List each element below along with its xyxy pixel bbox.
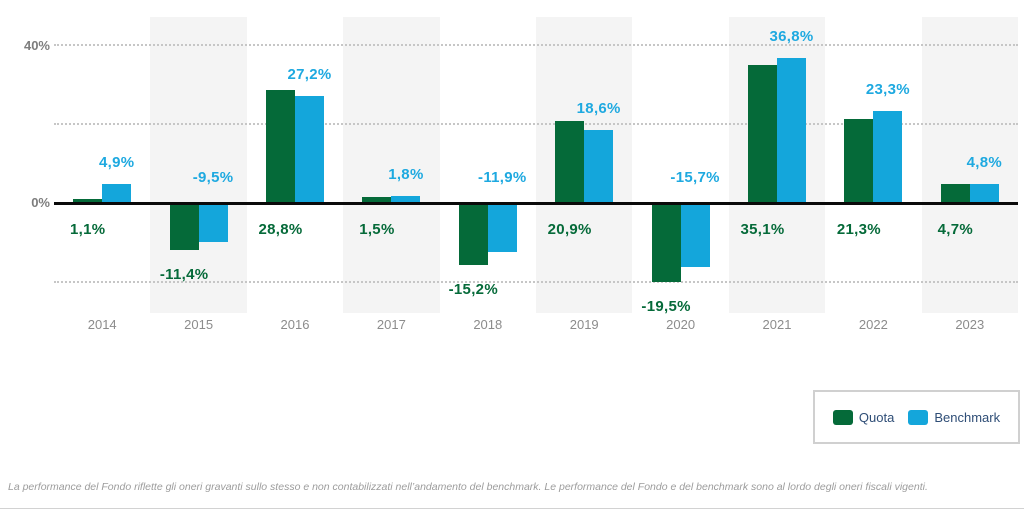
benchmark-bar-2021 <box>777 58 806 203</box>
benchmark-bar-2022 <box>873 111 903 203</box>
benchmark-value-label-2020: -15,7% <box>670 169 720 186</box>
year-band-2023 <box>921 17 1018 313</box>
benchmark-value-label-2014: 4,9% <box>98 153 135 171</box>
quota-value-label-2018: -15,2% <box>448 280 498 298</box>
quota-bar-2014 <box>73 198 103 203</box>
legend-item-quota: Quota <box>832 409 895 425</box>
quota-bar-2016 <box>266 89 295 203</box>
x-axis-label-2018: 2018 <box>473 317 503 332</box>
quota-value-label-2023: 4,7% <box>937 221 973 238</box>
quota-value-label-2014: 1,1% <box>69 221 106 238</box>
benchmark-bar-2023 <box>969 184 999 203</box>
benchmark-value-label-2018: -11,9% <box>478 169 527 186</box>
benchmark-value-label-2021: 36,8% <box>769 28 814 45</box>
legend-label-benchmark: Benchmark <box>934 409 1001 425</box>
x-axis-label-2020: 2020 <box>666 317 696 332</box>
quota-bar-2023 <box>940 184 970 203</box>
benchmark-value-label-2023: 4,8% <box>966 154 1002 172</box>
benchmark-bar-2015 <box>198 205 228 243</box>
benchmark-bar-2014 <box>102 183 132 203</box>
benchmark-bar-2019 <box>584 129 614 203</box>
gridline-40 <box>54 44 1018 47</box>
benchmark-value-label-2022: 23,3% <box>865 81 910 99</box>
quota-value-label-2019: 20,9% <box>547 221 592 238</box>
legend-swatch-benchmark-icon <box>908 409 929 425</box>
benchmark-value-label-2019: 18,6% <box>576 99 621 117</box>
x-axis-label-2017: 2017 <box>376 317 406 332</box>
quota-value-label-2017: 1,5% <box>359 221 395 238</box>
year-band-2017 <box>343 17 440 313</box>
benchmark-value-label-2016: 27,2% <box>287 65 332 83</box>
x-axis-label-2014: 2014 <box>87 317 117 332</box>
quota-bar-2020 <box>651 205 681 282</box>
quota-value-label-2022: 21,3% <box>836 221 881 238</box>
x-axis-label-2022: 2022 <box>858 317 888 332</box>
gridline-20 <box>54 123 1018 126</box>
benchmark-bar-2018 <box>487 205 517 252</box>
quota-value-label-2021: 35,1% <box>740 221 785 238</box>
quota-bar-2019 <box>555 120 585 203</box>
footnote: La performance del Fondo riflette gli on… <box>8 481 928 493</box>
quota-bar-2017 <box>362 197 392 203</box>
x-axis-label-2021: 2021 <box>762 317 792 332</box>
legend-item-benchmark: Benchmark <box>908 409 1001 425</box>
benchmark-bar-2016 <box>295 95 324 203</box>
quota-bar-2015 <box>169 205 199 250</box>
benchmark-bar-2020 <box>680 205 710 267</box>
benchmark-value-label-2017: 1,8% <box>388 165 424 183</box>
legend-label-quota: Quota <box>858 409 895 425</box>
year-band-2015 <box>150 17 247 313</box>
legend: Quota Benchmark <box>813 390 1020 444</box>
x-axis-label-2016: 2016 <box>280 317 310 332</box>
quota-bar-2021 <box>748 64 777 203</box>
zero-axis-line <box>54 201 1018 205</box>
gridline--20 <box>54 280 1018 283</box>
x-axis-label-2023: 2023 <box>955 317 985 332</box>
bottom-divider <box>0 508 1024 509</box>
quota-bar-2018 <box>458 205 488 265</box>
y-axis-tick-40: 40% <box>23 38 50 53</box>
quota-value-label-2016: 28,8% <box>258 221 303 238</box>
quota-value-label-2015: -11,4% <box>159 265 209 283</box>
benchmark-bar-2017 <box>391 195 421 203</box>
quota-bar-2022 <box>844 119 874 203</box>
legend-swatch-quota-icon <box>832 409 853 425</box>
x-axis-label-2019: 2019 <box>569 317 599 332</box>
y-axis-tick-0: 0% <box>31 195 50 210</box>
x-axis-label-2015: 2015 <box>184 317 214 332</box>
benchmark-value-label-2015: -9,5% <box>192 169 234 186</box>
quota-value-label-2020: -19,5% <box>641 297 691 315</box>
